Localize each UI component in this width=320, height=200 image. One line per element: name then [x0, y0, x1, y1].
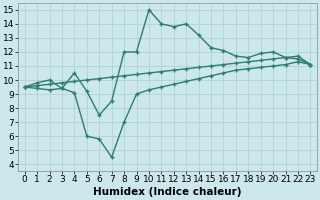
- X-axis label: Humidex (Indice chaleur): Humidex (Indice chaleur): [93, 187, 242, 197]
